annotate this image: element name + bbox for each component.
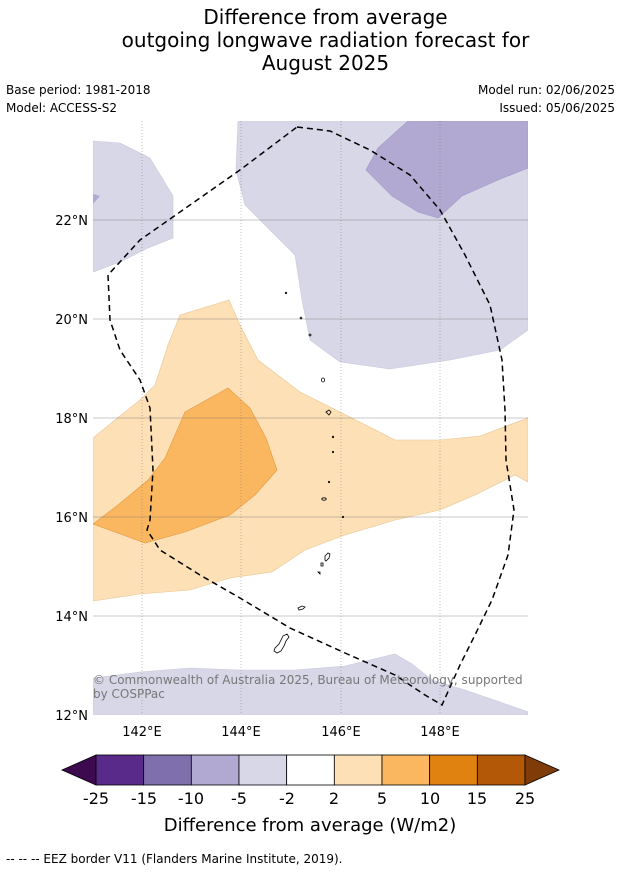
colorbar-tick-label: 10 bbox=[420, 789, 440, 808]
saipan-island bbox=[317, 552, 331, 575]
meta-left: Base period: 1981-2018 Model: ACCESS-S2 bbox=[6, 81, 151, 117]
rota-island bbox=[297, 605, 306, 611]
colorbar-tick-label: -5 bbox=[231, 789, 247, 808]
colorbar-label: Difference from average (W/m2) bbox=[164, 815, 456, 836]
colorbar-segment bbox=[429, 754, 478, 786]
eez-border bbox=[107, 126, 515, 707]
colorbar-segment bbox=[143, 754, 192, 786]
model-run: Model run: 02/06/2025 bbox=[477, 83, 615, 97]
base-period: Base period: 1981-2018 bbox=[6, 83, 151, 97]
colorbar-segment bbox=[381, 754, 431, 786]
graticule bbox=[93, 219, 528, 617]
eez-footnote: -- -- -- EEZ border V11 (Flanders Marine… bbox=[6, 852, 343, 866]
lon-label-146e: 146°E bbox=[321, 725, 361, 740]
islands bbox=[273, 291, 345, 654]
lat-label-12n: 12°N bbox=[55, 709, 88, 724]
colorbar-segment bbox=[238, 754, 288, 786]
olr-region-purple-sliver bbox=[93, 194, 100, 204]
lat-label-20n: 20°N bbox=[55, 313, 88, 328]
title-line-3: August 2025 bbox=[261, 51, 390, 75]
guam-island bbox=[273, 633, 290, 654]
issued-date: Issued: 05/06/2025 bbox=[499, 101, 615, 115]
colorbar-tick-label: -15 bbox=[131, 789, 157, 808]
colorbar-segment bbox=[286, 754, 335, 786]
olr-region-light-purple-northwest bbox=[93, 140, 174, 273]
lat-label-14n: 14°N bbox=[55, 610, 88, 625]
colorbar-segment bbox=[333, 754, 383, 786]
colorbar-tick-label: -10 bbox=[178, 789, 204, 808]
colorbar-extend-high bbox=[524, 754, 560, 786]
lon-label-144e: 144°E bbox=[221, 725, 261, 740]
lat-label-16n: 16°N bbox=[55, 511, 88, 526]
olr-region-orange bbox=[93, 387, 278, 544]
colorbar-segment bbox=[95, 754, 145, 786]
lon-label-148e: 148°E bbox=[420, 725, 460, 740]
title-line-2: outgoing longwave radiation forecast for bbox=[121, 28, 530, 52]
colorbar-segment bbox=[190, 754, 240, 786]
colorbar-tick-label: -25 bbox=[83, 789, 109, 808]
olr-region-light-purple-south bbox=[93, 653, 528, 715]
colorbar-segment bbox=[476, 754, 526, 786]
model-name: Model: ACCESS-S2 bbox=[6, 101, 118, 115]
colorbar-tick-label: 2 bbox=[329, 789, 339, 808]
copyright-line-2: by COSPPac bbox=[93, 687, 165, 701]
colorbar-tick-label: -2 bbox=[279, 789, 295, 808]
colorbar bbox=[61, 754, 560, 786]
meta-right: Model run: 02/06/2025 Issued: 05/06/2025 bbox=[478, 81, 615, 117]
map-title: Difference from average outgoing longwav… bbox=[0, 6, 621, 75]
colorbar-ticks: -25 -15 -10 -5 -2 2 5 10 15 25 bbox=[83, 789, 535, 808]
graticule-meridians bbox=[141, 121, 441, 715]
colorbar-tick-label: 25 bbox=[515, 789, 535, 808]
colorbar-extend-low bbox=[61, 754, 97, 786]
lat-label-22n: 22°N bbox=[55, 214, 88, 229]
title-line-1: Difference from average bbox=[203, 5, 448, 29]
colorbar-tick-label: 15 bbox=[467, 789, 487, 808]
olr-region-purple-northeast bbox=[365, 121, 528, 219]
lat-label-18n: 18°N bbox=[55, 412, 88, 427]
copyright-line-1: © Commonwealth of Australia 2025, Bureau… bbox=[93, 673, 523, 687]
lon-label-142e: 142°E bbox=[122, 725, 162, 740]
colorbar-tick-label: 5 bbox=[377, 789, 387, 808]
